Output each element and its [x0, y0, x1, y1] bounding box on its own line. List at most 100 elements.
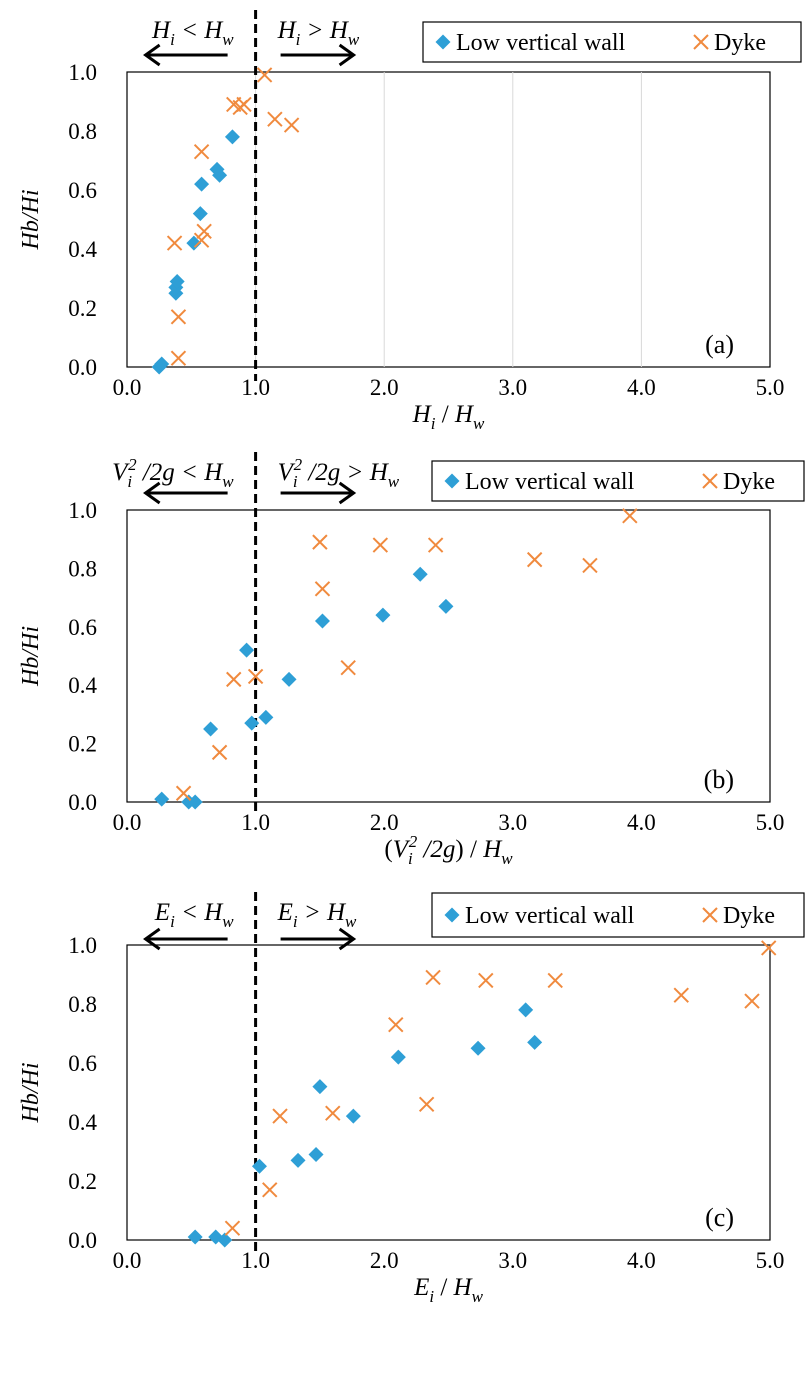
chart-panel-c: 0.0 1.0 2.0 3.0 4.0 5.0 0.0 0.2 0.4 0.6 0.8 1.0 Hb/H… [18, 892, 805, 1306]
plot-area [126, 509, 771, 803]
y-tick-label: 1.0 [68, 60, 97, 85]
y-tick-label: 0.0 [68, 355, 97, 380]
x-tick-label: 5.0 [756, 375, 785, 400]
x-tick-label: 1.0 [241, 810, 270, 835]
text-part: /2g > [302, 459, 370, 486]
x-marker-stroke [582, 557, 598, 574]
data-point-diamond [217, 1232, 233, 1248]
data-point-x [272, 1108, 288, 1124]
legend-marker-x [693, 34, 709, 50]
data-point-x [236, 96, 252, 113]
text-part: i [431, 414, 436, 433]
y-tick-label: 0.8 [68, 556, 97, 581]
plot-area [126, 71, 771, 368]
data-point-x [170, 309, 187, 325]
arrow-head [338, 481, 357, 505]
data-point-diamond [258, 709, 274, 725]
text-part: H [326, 899, 347, 926]
data-point-diamond [244, 715, 260, 731]
text-part: 2 [128, 455, 137, 474]
legend-label-dyke: Dyke [723, 469, 775, 495]
x-tick-label: 0.0 [113, 1248, 142, 1273]
text-part: w [222, 472, 234, 491]
data-point-x [547, 972, 563, 989]
text-part: E [277, 899, 293, 926]
x-marker-stroke [312, 534, 328, 550]
x-marker-stroke [256, 67, 273, 83]
text-part: i [293, 912, 298, 931]
data-point-diamond [345, 1108, 361, 1124]
x-marker-stroke [372, 537, 389, 553]
y-tick-label: 0.2 [68, 732, 97, 757]
data-point-x [196, 223, 212, 240]
legend-label-low-vertical-wall: Low vertical wall [465, 469, 635, 495]
data-point-diamond [281, 671, 297, 687]
text-part: ( [384, 836, 392, 863]
text-part: ) / [455, 836, 483, 863]
text-part: > [300, 17, 329, 44]
data-point-x [267, 111, 283, 127]
x-tick-label: 3.0 [498, 375, 527, 400]
data-point-x [325, 1105, 341, 1121]
data-point-diamond [308, 1146, 324, 1162]
annotation-right: Vi2 /2g > Hw [278, 455, 400, 491]
x-axis-label: (Vi2 /2g) / Hw [384, 832, 513, 868]
arrow-head [338, 43, 357, 67]
text-part: w [348, 30, 360, 49]
x-marker-stroke [673, 987, 689, 1003]
annotation-left: Ei < Hw [154, 899, 234, 931]
x-tick-label: 2.0 [370, 1248, 399, 1273]
legend-marker-x [702, 907, 718, 923]
series-dyke [166, 67, 300, 366]
data-point-diamond [527, 1034, 543, 1050]
series-dyke [224, 940, 777, 1236]
data-point-x [761, 940, 777, 956]
data-point-diamond [169, 273, 185, 289]
arrow-right [280, 481, 357, 505]
legend-label-low-vertical-wall: Low vertical wall [465, 903, 635, 929]
data-point-diamond [192, 206, 208, 222]
text-part: V [393, 836, 411, 863]
data-point-x [166, 235, 183, 251]
annotation-left: Hi < Hw [151, 17, 234, 49]
x-tick-label: 5.0 [756, 1248, 785, 1273]
data-point-diamond [187, 1229, 203, 1245]
x-tick-label: 4.0 [627, 375, 656, 400]
text-part: H [151, 17, 172, 44]
x-tick-label: 3.0 [498, 1248, 527, 1273]
text-part: H [329, 17, 350, 44]
series-dyke [175, 508, 638, 801]
y-tick-label: 0.4 [68, 1110, 97, 1135]
data-point-x [247, 668, 264, 685]
x-axis-label: Hi / Hw [412, 401, 485, 433]
series-low-vertical-wall [187, 1002, 543, 1248]
x-marker-stroke [211, 744, 228, 761]
data-point-diamond [187, 794, 203, 810]
x-marker-stroke [226, 671, 242, 688]
data-point-x [211, 744, 228, 761]
x-marker-stroke [388, 1016, 404, 1033]
annotation-right: Ei > Hw [277, 899, 357, 931]
x-marker-stroke [427, 537, 444, 553]
data-point-x [193, 143, 210, 160]
text-part: H [412, 401, 433, 428]
x-tick-label: 0.0 [113, 810, 142, 835]
x-tick-label: 5.0 [756, 810, 785, 835]
y-tick-label: 0.8 [68, 992, 97, 1017]
text-part: H [203, 17, 224, 44]
text-part: w [472, 1287, 484, 1306]
text-part: w [345, 912, 357, 931]
text-part: H [369, 459, 390, 486]
text-part: w [222, 912, 234, 931]
data-point-x [262, 1182, 278, 1198]
text-part: H [203, 899, 224, 926]
x-marker-stroke [693, 34, 709, 50]
x-marker-stroke [196, 223, 212, 240]
text-part: / [434, 1274, 453, 1301]
text-part: H [453, 1274, 474, 1301]
data-point-diamond [290, 1152, 306, 1168]
x-marker-stroke [526, 551, 543, 568]
x-tick-label: 4.0 [627, 810, 656, 835]
arrow-left [143, 43, 228, 67]
